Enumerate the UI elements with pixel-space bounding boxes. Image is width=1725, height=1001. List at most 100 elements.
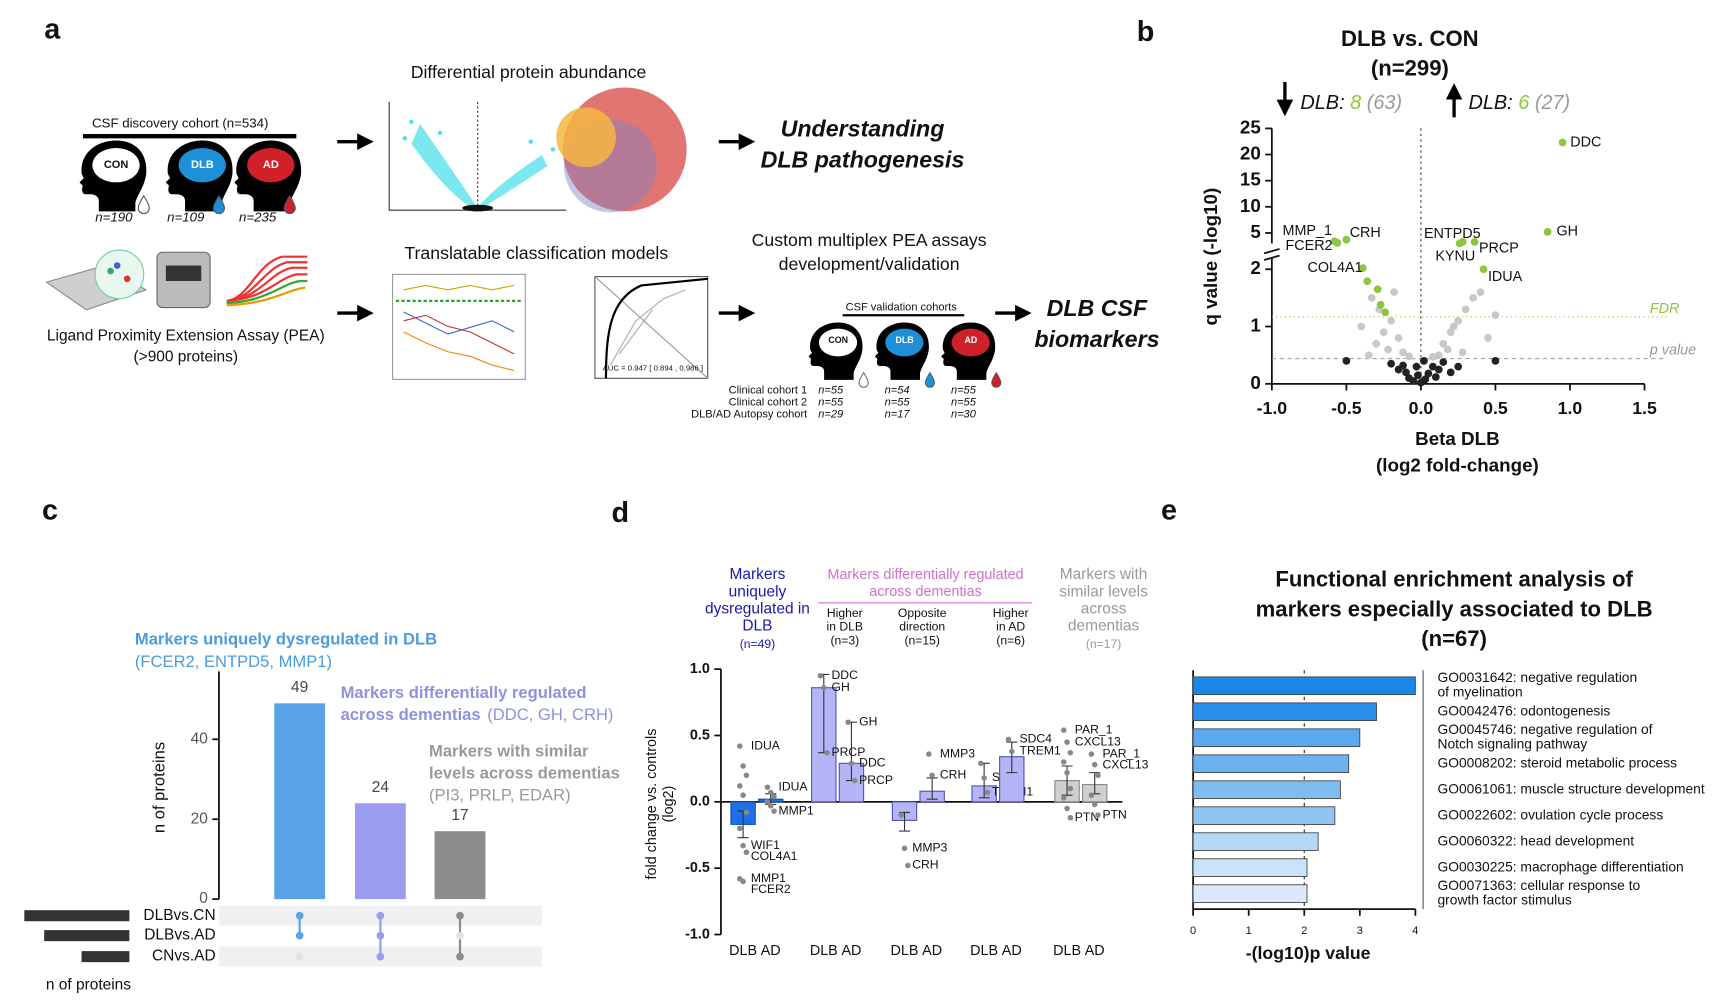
set-name: CNvs.AD: [152, 948, 216, 965]
x-tick-label: 1: [1246, 925, 1252, 937]
drop-icon: [924, 372, 936, 388]
data-point: [1088, 751, 1095, 757]
data-point: [817, 673, 824, 679]
data-point: [740, 792, 746, 798]
header-text: Markers with: [1060, 566, 1148, 583]
x-tick-label: AD: [761, 943, 781, 959]
data-point: [1373, 285, 1382, 294]
set-name: DLBvs.CN: [143, 907, 215, 924]
subheader-n: (n=3): [830, 634, 859, 648]
category-label: GO0030225: macrophage differentiation: [1437, 858, 1683, 874]
annotation-title: Markers uniquely dysregulated in DLB: [135, 630, 437, 649]
point-label: DDC: [832, 668, 859, 682]
panel-label: c: [42, 495, 58, 527]
value-label: 49: [291, 679, 308, 696]
data-point: [1458, 348, 1467, 357]
data-point: [1372, 339, 1381, 348]
data-point: [1405, 352, 1413, 361]
data-point: [978, 760, 984, 767]
count-label: DLB:: [1468, 92, 1512, 114]
point-label: FCER2: [751, 882, 791, 896]
bar: [1192, 676, 1416, 696]
count-label: DLB:: [1300, 92, 1344, 114]
chart-title: Functional enrichment analysis of: [1275, 567, 1633, 592]
chart-title: markers especially associated to DLB: [1256, 596, 1653, 621]
x-tick-label: AD: [1085, 943, 1105, 959]
x-tick-label: 2: [1301, 925, 1307, 937]
cohort-n: n=17: [885, 409, 911, 421]
data-point: [743, 809, 750, 816]
group-n: n=190: [95, 209, 133, 224]
data-point: [1461, 305, 1470, 314]
brain-label: CON: [828, 335, 848, 345]
header-text: across: [1081, 601, 1127, 618]
bar: [1192, 884, 1308, 903]
cohort-n: n=55: [818, 397, 844, 409]
point-label: CXCL13: [1075, 734, 1121, 748]
brain-label: DLB: [191, 159, 214, 171]
x-axis-label: Beta DLB: [1415, 428, 1500, 449]
header-n: (n=17): [1086, 637, 1121, 651]
data-point: [905, 862, 911, 869]
category-label: GO0061061: muscle structure development: [1437, 780, 1704, 796]
matrix-dot: [295, 931, 304, 940]
y-tick-label: 0.0: [690, 794, 710, 810]
annotation-title: Markers differentially regulated: [341, 683, 587, 702]
cohort-n: n=55: [818, 384, 844, 396]
pea-text: (>900 proteins): [134, 348, 238, 365]
data-point: [736, 743, 743, 749]
bar: [434, 831, 486, 900]
x-tick-label: -1.0: [1257, 398, 1288, 418]
header-text: dementias: [1068, 618, 1140, 635]
data-point: [1469, 294, 1477, 302]
point-label: PTN: [1075, 810, 1099, 824]
data-point: [740, 763, 746, 769]
subheader-text: direction: [899, 619, 945, 633]
bar: [1192, 780, 1341, 799]
x-tick-label: DLB: [970, 943, 998, 959]
drop-icon: [991, 372, 1002, 388]
matrix-dot: [376, 931, 385, 940]
data-point: [1428, 353, 1437, 361]
y-tick-label: 25: [1240, 116, 1261, 137]
data-point: [1399, 361, 1407, 370]
header-text: across dementias: [869, 584, 982, 600]
data-point: [1402, 368, 1410, 377]
data-point: [1091, 761, 1098, 768]
data-point: [1439, 358, 1448, 366]
data-point: [1381, 308, 1390, 317]
header-text: similar levels: [1059, 583, 1148, 600]
data-point: [1424, 369, 1433, 378]
value-label: 17: [451, 807, 468, 824]
set-size-bar: [24, 910, 130, 922]
data-point: [764, 799, 771, 805]
drop-icon: [858, 372, 869, 388]
data-point: [1394, 334, 1403, 342]
data-point: [767, 803, 774, 809]
count-sig: 6: [1518, 92, 1530, 114]
header-text: uniquely: [729, 583, 787, 600]
bar: [1192, 728, 1361, 747]
head-icon: [941, 322, 996, 380]
annotation-subtitle: (FCER2, ENTPD5, MMP1): [135, 652, 332, 671]
point-label: IDUA: [751, 738, 781, 752]
annotation-title: across dementias: [341, 705, 481, 724]
y-axis-label: (log2): [661, 786, 677, 823]
y-tick-label: 20: [191, 810, 208, 827]
data-point: [848, 760, 855, 767]
data-point: [1363, 277, 1372, 286]
y-tick-label: 1: [1250, 315, 1260, 336]
data-point: [1095, 812, 1101, 818]
cohort-n: n=29: [818, 409, 843, 421]
data-point: [1067, 749, 1074, 756]
point-label: MMP3: [940, 746, 975, 760]
point-label: CRH: [912, 858, 938, 872]
point-label: COL4A1: [1307, 260, 1362, 276]
data-point: [1484, 334, 1492, 342]
point-label: PRCP: [1479, 240, 1519, 256]
data-point: [771, 793, 777, 800]
category-label: GO0071363: cellular response to: [1437, 877, 1640, 893]
data-point: [1476, 288, 1485, 297]
data-point: [743, 772, 750, 779]
y-tick-label: 1.0: [690, 661, 710, 677]
